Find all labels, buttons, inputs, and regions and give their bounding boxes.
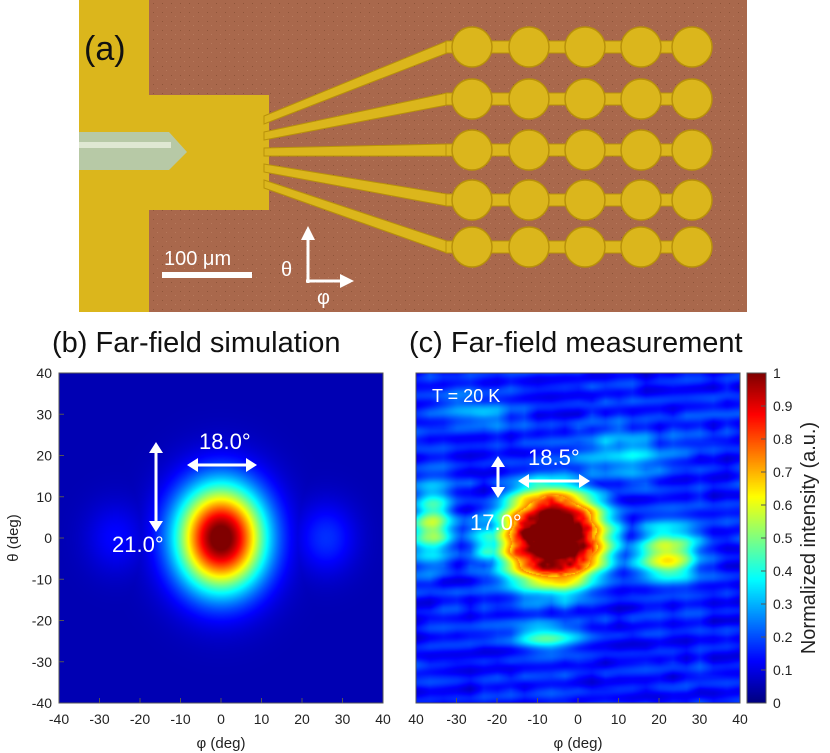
bond-pad <box>451 129 493 171</box>
b-hwidth-label: 18.0° <box>199 429 251 454</box>
panel-c-xtick-label: -30 <box>446 711 466 727</box>
panel-b-ytick-label: -20 <box>32 613 52 629</box>
bond-pad <box>451 179 493 221</box>
panel-c-title: (c) Far-field measurement <box>409 327 743 359</box>
panel-a-micrograph: 100 μm θ φ (a) <box>79 0 747 312</box>
panel-b-xtick-label: 40 <box>375 711 391 727</box>
theta-arrow-head <box>301 226 315 240</box>
panel-c-xtick-label: -20 <box>487 711 507 727</box>
panel-b-ytick-label: 20 <box>36 448 52 464</box>
c-hwidth-arrow-left <box>518 474 529 488</box>
bond-pad <box>620 226 662 268</box>
panel-b-ytick-label: -40 <box>32 695 52 711</box>
b-hwidth-arrow-right <box>246 458 257 472</box>
bond-pad <box>508 26 550 68</box>
panel-b-xlabel: φ (deg) <box>197 735 246 752</box>
bond-pad <box>451 226 493 268</box>
bond-pad <box>564 129 606 171</box>
phi-arrow-head <box>340 274 354 288</box>
scale-bar <box>162 272 252 278</box>
bond-pad <box>508 129 550 171</box>
bond-pad <box>451 78 493 120</box>
bond-pad <box>671 226 713 268</box>
bond-pad <box>620 179 662 221</box>
c-vwidth-arrow-bottom <box>491 487 505 498</box>
b-hwidth-arrow-left <box>187 458 198 472</box>
panel-c-xtick-label: 20 <box>651 711 667 727</box>
panel-b-xtick-label: -10 <box>170 711 190 727</box>
bond-pad <box>620 26 662 68</box>
panel-c-xtick-label: 10 <box>611 711 627 727</box>
c-hwidth-arrow-right <box>579 474 590 488</box>
colorbar-tick-label: 0.5 <box>773 530 793 546</box>
phi-label: φ <box>317 287 330 309</box>
panel-b-xtick-label: 0 <box>217 711 225 727</box>
panel-c-xtick-label: 40 <box>732 711 748 727</box>
temperature-label: T = 20 K <box>432 386 500 406</box>
panel-b-ytick-label: 40 <box>36 365 52 381</box>
simulation-heatmap <box>59 373 383 703</box>
colorbar-tick-label: 0.2 <box>773 629 793 645</box>
panel-b-ytick-label: 0 <box>44 530 52 546</box>
bond-pad <box>620 78 662 120</box>
panel-b-ytick-label: -10 <box>32 571 52 587</box>
theta-label: θ <box>281 259 292 281</box>
panel-c-xtick-label: 40 <box>408 711 424 727</box>
panel-b-xtick-label: 30 <box>335 711 351 727</box>
bond-pad <box>671 129 713 171</box>
panel-b-ytick-label: -30 <box>32 654 52 670</box>
panel-b-xtick-label: 20 <box>294 711 310 727</box>
scale-bar-label: 100 μm <box>164 248 231 270</box>
waveguide-highlight <box>79 142 171 148</box>
bond-pad <box>564 226 606 268</box>
bond-pad <box>508 179 550 221</box>
bond-pad <box>508 226 550 268</box>
colorbar-label: Normalized intensity (a.u.) <box>798 422 820 654</box>
measurement-heatmap <box>416 373 740 703</box>
colorbar-tick-label: 0 <box>773 695 781 711</box>
bond-pad <box>451 26 493 68</box>
panel-c-xtick-label: 30 <box>692 711 708 727</box>
panel-b-ytick-label: 30 <box>36 406 52 422</box>
colorbar-tick-label: 0.3 <box>773 596 793 612</box>
b-vwidth-arrow-top <box>149 442 163 453</box>
electrode-fingers <box>263 40 448 254</box>
b-vwidth-label: 21.0° <box>112 532 164 557</box>
panel-b-xtick-label: -20 <box>130 711 150 727</box>
panel-b-ytick-label: 10 <box>36 489 52 505</box>
panel-b-ylabel: θ (deg) <box>5 514 22 562</box>
b-vwidth-arrow-bottom <box>149 521 163 532</box>
waveguide <box>79 132 187 170</box>
colorbar-tick-label: 0.7 <box>773 464 793 480</box>
bond-pad <box>564 179 606 221</box>
c-hwidth-label: 18.5° <box>528 445 580 470</box>
colorbar-tick-label: 0.6 <box>773 497 793 513</box>
bond-pad <box>564 26 606 68</box>
colorbar <box>747 373 766 703</box>
c-vwidth-label: 17.0° <box>470 510 522 535</box>
colorbar-tick-label: 1 <box>773 365 781 381</box>
colorbar-tick-label: 0.9 <box>773 398 793 414</box>
panel-b-title: (b) Far-field simulation <box>52 327 341 359</box>
bond-pad <box>671 26 713 68</box>
panel-a-label: (a) <box>84 30 126 68</box>
bond-pad <box>508 78 550 120</box>
colorbar-tick-label: 0.1 <box>773 662 793 678</box>
panel-c-xlabel: φ (deg) <box>554 735 603 752</box>
panel-b-xtick-label: -30 <box>89 711 109 727</box>
colorbar-tick-label: 0.8 <box>773 431 793 447</box>
colorbar-tick-label: 0.4 <box>773 563 793 579</box>
bond-pad <box>620 129 662 171</box>
bond-pad <box>671 78 713 120</box>
panel-c-xtick-label: -10 <box>527 711 547 727</box>
bond-pad <box>671 179 713 221</box>
bond-pad <box>564 78 606 120</box>
panel-b-xtick-label: -40 <box>49 711 69 727</box>
panel-b-xtick-label: 10 <box>254 711 270 727</box>
panel-c-xtick-label: 0 <box>574 711 582 727</box>
c-vwidth-arrow-top <box>491 456 505 467</box>
